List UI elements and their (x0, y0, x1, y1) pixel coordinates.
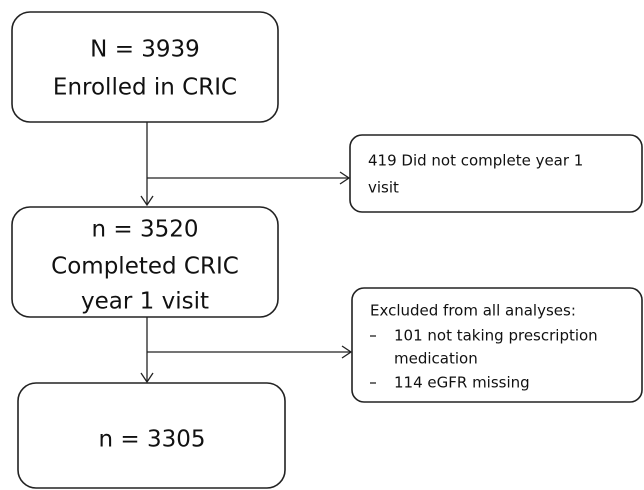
box-text: Enrolled in CRIC (53, 75, 237, 101)
arrowhead (341, 345, 353, 359)
box-text: Completed CRIC (51, 254, 239, 280)
box (349, 134, 643, 213)
box (11, 206, 279, 318)
box (351, 287, 643, 403)
arrowhead (140, 195, 154, 207)
box-text: year 1 visit (81, 289, 209, 315)
box-title: Excluded from all analyses: (370, 302, 576, 320)
list-item: 101 not taking prescription (394, 327, 598, 345)
box-text: N = 3939 (90, 37, 200, 63)
box-text: n = 3520 (91, 217, 198, 243)
box-text: 419 Did not complete year 1 (368, 152, 583, 170)
arrowhead (339, 171, 351, 185)
box (17, 382, 286, 489)
box (11, 11, 279, 123)
box-text: n = 3305 (98, 427, 205, 453)
arrowhead (140, 372, 154, 384)
list-item: medication (394, 350, 478, 368)
list-item: 114 eGFR missing (394, 374, 530, 392)
box-text: visit (368, 179, 399, 197)
